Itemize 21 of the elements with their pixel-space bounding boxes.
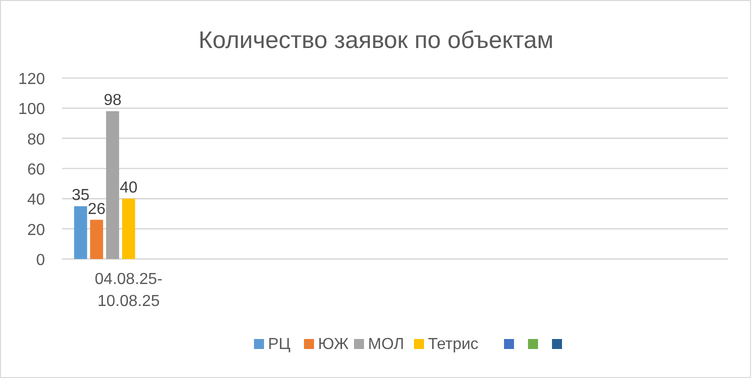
legend-label: Тетрис (428, 336, 478, 353)
bar (74, 206, 88, 259)
y-tick-label: 120 (18, 71, 46, 88)
legend-label: ЮЖ (318, 336, 349, 353)
legend-label: МОЛ (368, 336, 404, 353)
bar (90, 220, 104, 259)
y-tick-label: 20 (27, 222, 46, 239)
chart-title: Количество заявок по объектам (198, 27, 554, 54)
data-label: 35 (72, 187, 90, 204)
x-tick-label: 04.08.25-10.08.25 (94, 271, 162, 310)
y-tick-label: 0 (36, 252, 46, 269)
y-tick-label: 40 (27, 192, 46, 209)
bar (122, 198, 136, 259)
legend-label: РЦ (268, 336, 291, 353)
data-label: 26 (88, 200, 106, 218)
data-label: 40 (120, 180, 138, 197)
data-label: 98 (104, 92, 122, 110)
y-tick-label: 60 (27, 162, 46, 178)
y-tick-label: 100 (18, 101, 46, 118)
bar (106, 111, 120, 259)
y-tick-label: 80 (27, 131, 46, 148)
